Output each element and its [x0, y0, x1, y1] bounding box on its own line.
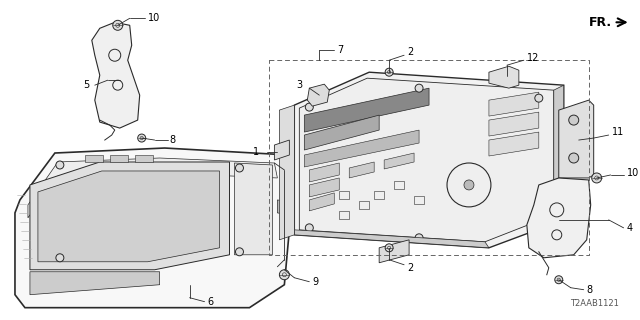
Text: 4: 4 [627, 223, 633, 233]
Polygon shape [305, 130, 419, 167]
Polygon shape [307, 84, 329, 106]
Polygon shape [384, 153, 414, 169]
Polygon shape [275, 140, 289, 160]
Polygon shape [280, 105, 294, 240]
Circle shape [464, 180, 474, 190]
Text: T2AAB1121: T2AAB1121 [570, 299, 619, 308]
Polygon shape [309, 178, 339, 197]
Text: 11: 11 [612, 127, 624, 137]
Circle shape [236, 248, 243, 256]
Polygon shape [30, 162, 230, 270]
Circle shape [385, 244, 393, 252]
Polygon shape [379, 240, 409, 263]
Text: 7: 7 [337, 45, 344, 55]
Text: 8: 8 [170, 135, 176, 145]
Circle shape [535, 94, 543, 102]
Text: 9: 9 [312, 277, 319, 287]
Circle shape [415, 84, 423, 92]
Polygon shape [489, 112, 539, 136]
Polygon shape [85, 155, 103, 162]
Polygon shape [309, 163, 339, 182]
Circle shape [280, 270, 289, 280]
Text: 10: 10 [148, 13, 160, 23]
Polygon shape [527, 178, 591, 258]
Circle shape [56, 254, 64, 262]
Polygon shape [300, 78, 554, 242]
Polygon shape [349, 162, 374, 178]
Circle shape [138, 134, 146, 142]
Polygon shape [559, 100, 594, 178]
Text: 10: 10 [627, 168, 639, 178]
Text: 5: 5 [84, 80, 90, 90]
Polygon shape [305, 115, 379, 150]
Circle shape [592, 173, 602, 183]
Polygon shape [92, 22, 140, 128]
Polygon shape [554, 85, 564, 220]
Polygon shape [38, 171, 220, 262]
Polygon shape [277, 200, 289, 215]
Polygon shape [134, 155, 153, 162]
Circle shape [555, 276, 563, 284]
Polygon shape [489, 66, 519, 88]
Polygon shape [294, 72, 564, 248]
Polygon shape [15, 148, 294, 308]
Circle shape [535, 206, 543, 214]
Circle shape [56, 161, 64, 169]
Polygon shape [30, 272, 159, 295]
Circle shape [415, 234, 423, 242]
Circle shape [385, 68, 393, 76]
Text: 12: 12 [527, 53, 540, 63]
Polygon shape [489, 92, 539, 116]
Circle shape [569, 115, 579, 125]
Text: 3: 3 [296, 80, 302, 90]
Text: FR.: FR. [589, 16, 612, 29]
Polygon shape [294, 230, 489, 248]
Text: 8: 8 [587, 285, 593, 295]
Text: 2: 2 [407, 263, 413, 273]
Polygon shape [28, 158, 277, 218]
Text: 6: 6 [207, 297, 214, 307]
Text: 2: 2 [407, 47, 413, 57]
Polygon shape [489, 132, 539, 156]
Polygon shape [234, 163, 273, 255]
Circle shape [569, 153, 579, 163]
Circle shape [305, 103, 314, 111]
Text: 1: 1 [253, 147, 259, 157]
Polygon shape [109, 155, 128, 162]
Circle shape [236, 164, 243, 172]
Circle shape [305, 224, 314, 232]
Polygon shape [309, 193, 334, 211]
Circle shape [113, 20, 123, 30]
Polygon shape [305, 88, 429, 132]
